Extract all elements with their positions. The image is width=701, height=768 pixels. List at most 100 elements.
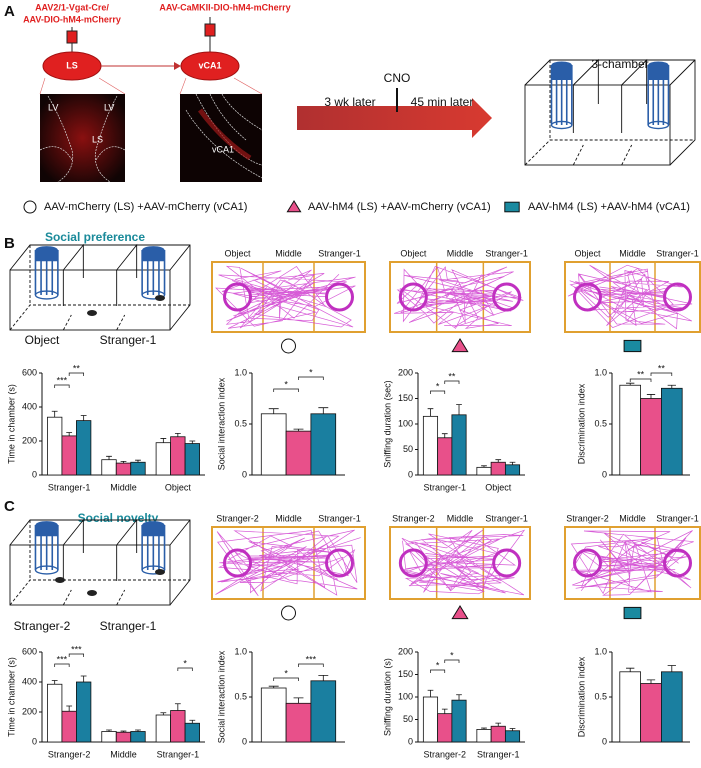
- trajectory-loop: [492, 282, 522, 312]
- bar: [61, 435, 77, 476]
- legend-marker: [23, 200, 37, 214]
- y-tick-label: 200: [398, 646, 413, 656]
- error-bar: [481, 727, 487, 730]
- significance-label: ***: [57, 375, 68, 385]
- chamber-divider: [116, 518, 138, 581]
- significance-bracket: [273, 388, 299, 392]
- x-tick-label: Stranger-1: [477, 749, 520, 759]
- cup-band: [142, 525, 165, 537]
- trajectory-loop: [325, 548, 354, 578]
- y-tick-label: 600: [22, 646, 37, 656]
- legend-label: AAV-mCherry (LS) +AAV-mCherry (vCA1): [44, 201, 247, 213]
- track-header: Stranger-1: [318, 248, 361, 258]
- arrow-head: [174, 62, 181, 70]
- chamber-door: [62, 314, 72, 331]
- y-tick-label: 400: [22, 401, 37, 411]
- group-icon: [623, 339, 642, 353]
- y-tick-label: 0.5: [234, 418, 247, 428]
- y-tick-label: 150: [398, 669, 413, 679]
- error-bar: [80, 675, 87, 682]
- bar: [640, 683, 662, 743]
- significance-label: *: [309, 367, 313, 377]
- track-header: Middle: [447, 248, 474, 258]
- error-bar: [427, 689, 434, 697]
- track-arena: [211, 526, 366, 600]
- error-bar: [106, 455, 112, 460]
- y-tick-label: 0: [242, 469, 247, 479]
- significance-bracket: [629, 378, 652, 382]
- chamber-divider: [116, 243, 138, 306]
- chamber-label: Stranger-1: [100, 333, 157, 347]
- bar: [115, 462, 132, 476]
- error-bar: [135, 459, 141, 463]
- y-tick-label: 50: [403, 444, 413, 454]
- error-bar: [51, 410, 58, 418]
- bar: [101, 731, 117, 743]
- bar: [476, 729, 492, 743]
- cup-base: [141, 290, 166, 300]
- cup-base: [550, 120, 573, 130]
- error-bar: [667, 665, 676, 672]
- bar: [661, 671, 683, 743]
- image-label: LS: [92, 134, 103, 144]
- error-bar: [66, 705, 73, 712]
- bar: [422, 415, 439, 476]
- legend-marker: [504, 201, 520, 213]
- error-bar: [293, 428, 304, 432]
- significance-bracket: [298, 663, 324, 667]
- track-header: Stranger-2: [392, 513, 435, 523]
- y-tick-label: 0: [602, 736, 607, 746]
- group-icon: [281, 338, 296, 354]
- bar: [76, 681, 92, 743]
- y-tick-label: 0: [32, 736, 37, 746]
- bar: [285, 702, 312, 743]
- group-icon: [451, 605, 469, 620]
- bar: [504, 730, 521, 743]
- group-icon: [623, 606, 642, 620]
- bar: [260, 413, 287, 476]
- x-tick-label: Middle: [110, 749, 137, 759]
- zoom-line: [233, 77, 263, 95]
- mouse: [55, 577, 65, 583]
- chamber-front: [9, 269, 171, 331]
- error-bar: [80, 415, 87, 421]
- y-axis-label: Sniffing duration (sec): [382, 380, 392, 467]
- significance-label: *: [436, 660, 440, 670]
- trajectory-loop: [223, 548, 252, 578]
- region-label: vCA1: [198, 60, 221, 70]
- track-header: Middle: [275, 248, 302, 258]
- cup-base: [34, 565, 59, 575]
- track-header: Middle: [275, 513, 302, 523]
- track-header: Middle: [619, 513, 646, 523]
- significance-label: **: [73, 363, 81, 373]
- error-bar: [646, 679, 656, 684]
- chamber-hidden: [524, 60, 695, 166]
- trajectory: [401, 529, 526, 596]
- bar: [619, 671, 641, 743]
- significance-bracket: [444, 659, 460, 663]
- error-bar: [268, 685, 279, 688]
- group-icon: [281, 605, 296, 621]
- significance-label: *: [450, 650, 454, 660]
- error-bar: [481, 465, 487, 468]
- y-tick-label: 0.5: [594, 418, 607, 428]
- bar: [619, 384, 641, 476]
- chamber-front: [524, 84, 671, 166]
- y-tick-label: 200: [22, 706, 37, 716]
- error-bar: [495, 459, 502, 463]
- error-bar: [120, 461, 127, 464]
- bar: [130, 731, 146, 743]
- mouse: [155, 569, 165, 575]
- expression: [197, 108, 252, 161]
- significance-bracket: [68, 653, 85, 657]
- significance-label: *: [284, 668, 288, 678]
- bar: [184, 443, 200, 476]
- y-axis-label: Social interaction index: [216, 650, 226, 743]
- significance-bracket: [68, 372, 85, 376]
- timeline-arrow: [297, 98, 492, 138]
- chamber-edge: [9, 244, 191, 331]
- bar: [115, 731, 132, 743]
- trajectory-loop: [223, 282, 252, 312]
- trajectory-loop: [398, 282, 428, 312]
- track-header: Stranger-1: [485, 248, 528, 258]
